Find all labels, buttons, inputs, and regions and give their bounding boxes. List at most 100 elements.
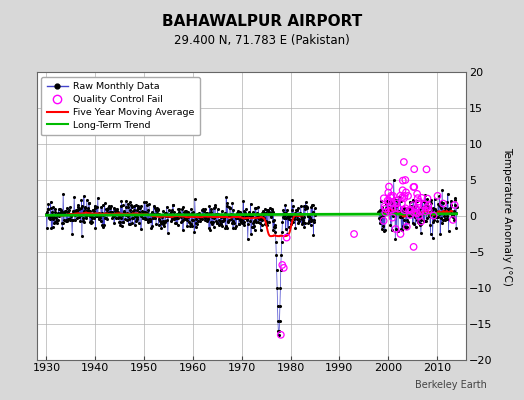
- Point: [128, 220, 136, 226]
- Point: [219, 214, 227, 220]
- Point: [411, 224, 420, 231]
- Point: [398, 214, 406, 220]
- Point: [253, 214, 261, 220]
- Point: [282, 210, 290, 216]
- Point: [212, 218, 220, 224]
- Point: [378, 207, 387, 214]
- Point: [191, 196, 199, 202]
- Point: [156, 213, 164, 219]
- Point: [198, 206, 206, 213]
- Point: [301, 220, 309, 226]
- Point: [290, 216, 298, 222]
- Point: [177, 212, 185, 219]
- Point: [439, 217, 447, 224]
- Point: [64, 209, 73, 215]
- Point: [220, 215, 228, 221]
- Point: [198, 216, 206, 222]
- Point: [429, 219, 437, 226]
- Point: [99, 202, 107, 208]
- Point: [281, 226, 290, 232]
- Point: [279, 207, 287, 213]
- Point: [193, 220, 201, 227]
- Point: [433, 214, 441, 220]
- Point: [214, 211, 223, 217]
- Point: [137, 226, 145, 232]
- Point: [74, 204, 82, 210]
- Point: [140, 199, 148, 206]
- Point: [393, 202, 401, 209]
- Point: [241, 219, 249, 226]
- Point: [66, 216, 74, 223]
- Point: [418, 205, 427, 211]
- Point: [106, 211, 115, 217]
- Point: [104, 204, 113, 211]
- Point: [141, 216, 150, 222]
- Point: [381, 207, 390, 214]
- Point: [116, 218, 124, 225]
- Point: [187, 217, 195, 223]
- Point: [423, 204, 431, 211]
- Point: [271, 222, 279, 229]
- Point: [384, 205, 392, 212]
- Point: [268, 206, 276, 212]
- Point: [94, 216, 103, 223]
- Point: [282, 234, 291, 241]
- Point: [204, 212, 213, 219]
- Point: [376, 216, 385, 222]
- Point: [294, 218, 303, 224]
- Point: [95, 210, 103, 217]
- Point: [231, 215, 239, 221]
- Point: [170, 212, 178, 219]
- Point: [145, 201, 154, 207]
- Point: [98, 222, 106, 228]
- Point: [189, 217, 197, 223]
- Point: [257, 214, 265, 221]
- Point: [174, 206, 183, 212]
- Point: [414, 206, 423, 213]
- Point: [291, 225, 300, 231]
- Point: [301, 206, 309, 212]
- Point: [47, 205, 55, 212]
- Point: [52, 212, 61, 218]
- Point: [300, 224, 309, 230]
- Point: [419, 204, 427, 211]
- Point: [111, 208, 119, 214]
- Point: [82, 212, 91, 219]
- Point: [286, 213, 294, 219]
- Point: [231, 225, 239, 231]
- Point: [437, 198, 445, 205]
- Point: [232, 211, 240, 218]
- Point: [407, 203, 415, 209]
- Point: [279, 265, 288, 271]
- Point: [234, 208, 242, 214]
- Point: [290, 211, 299, 218]
- Point: [97, 209, 106, 216]
- Point: [233, 215, 242, 221]
- Point: [100, 212, 108, 219]
- Point: [384, 197, 392, 204]
- Point: [402, 210, 410, 216]
- Point: [58, 220, 66, 226]
- Point: [117, 198, 126, 204]
- Point: [406, 206, 414, 213]
- Point: [169, 202, 177, 209]
- Point: [121, 216, 129, 222]
- Point: [126, 199, 134, 206]
- Point: [66, 204, 74, 210]
- Point: [375, 215, 384, 222]
- Point: [125, 207, 134, 214]
- Point: [405, 207, 413, 214]
- Point: [303, 204, 311, 210]
- Point: [100, 222, 108, 228]
- Point: [103, 207, 111, 214]
- Point: [397, 212, 405, 218]
- Point: [413, 210, 421, 216]
- Point: [265, 218, 273, 225]
- Point: [263, 219, 271, 225]
- Point: [444, 206, 452, 212]
- Point: [209, 212, 217, 218]
- Point: [288, 206, 297, 213]
- Point: [200, 214, 208, 220]
- Point: [48, 214, 56, 220]
- Point: [160, 223, 168, 229]
